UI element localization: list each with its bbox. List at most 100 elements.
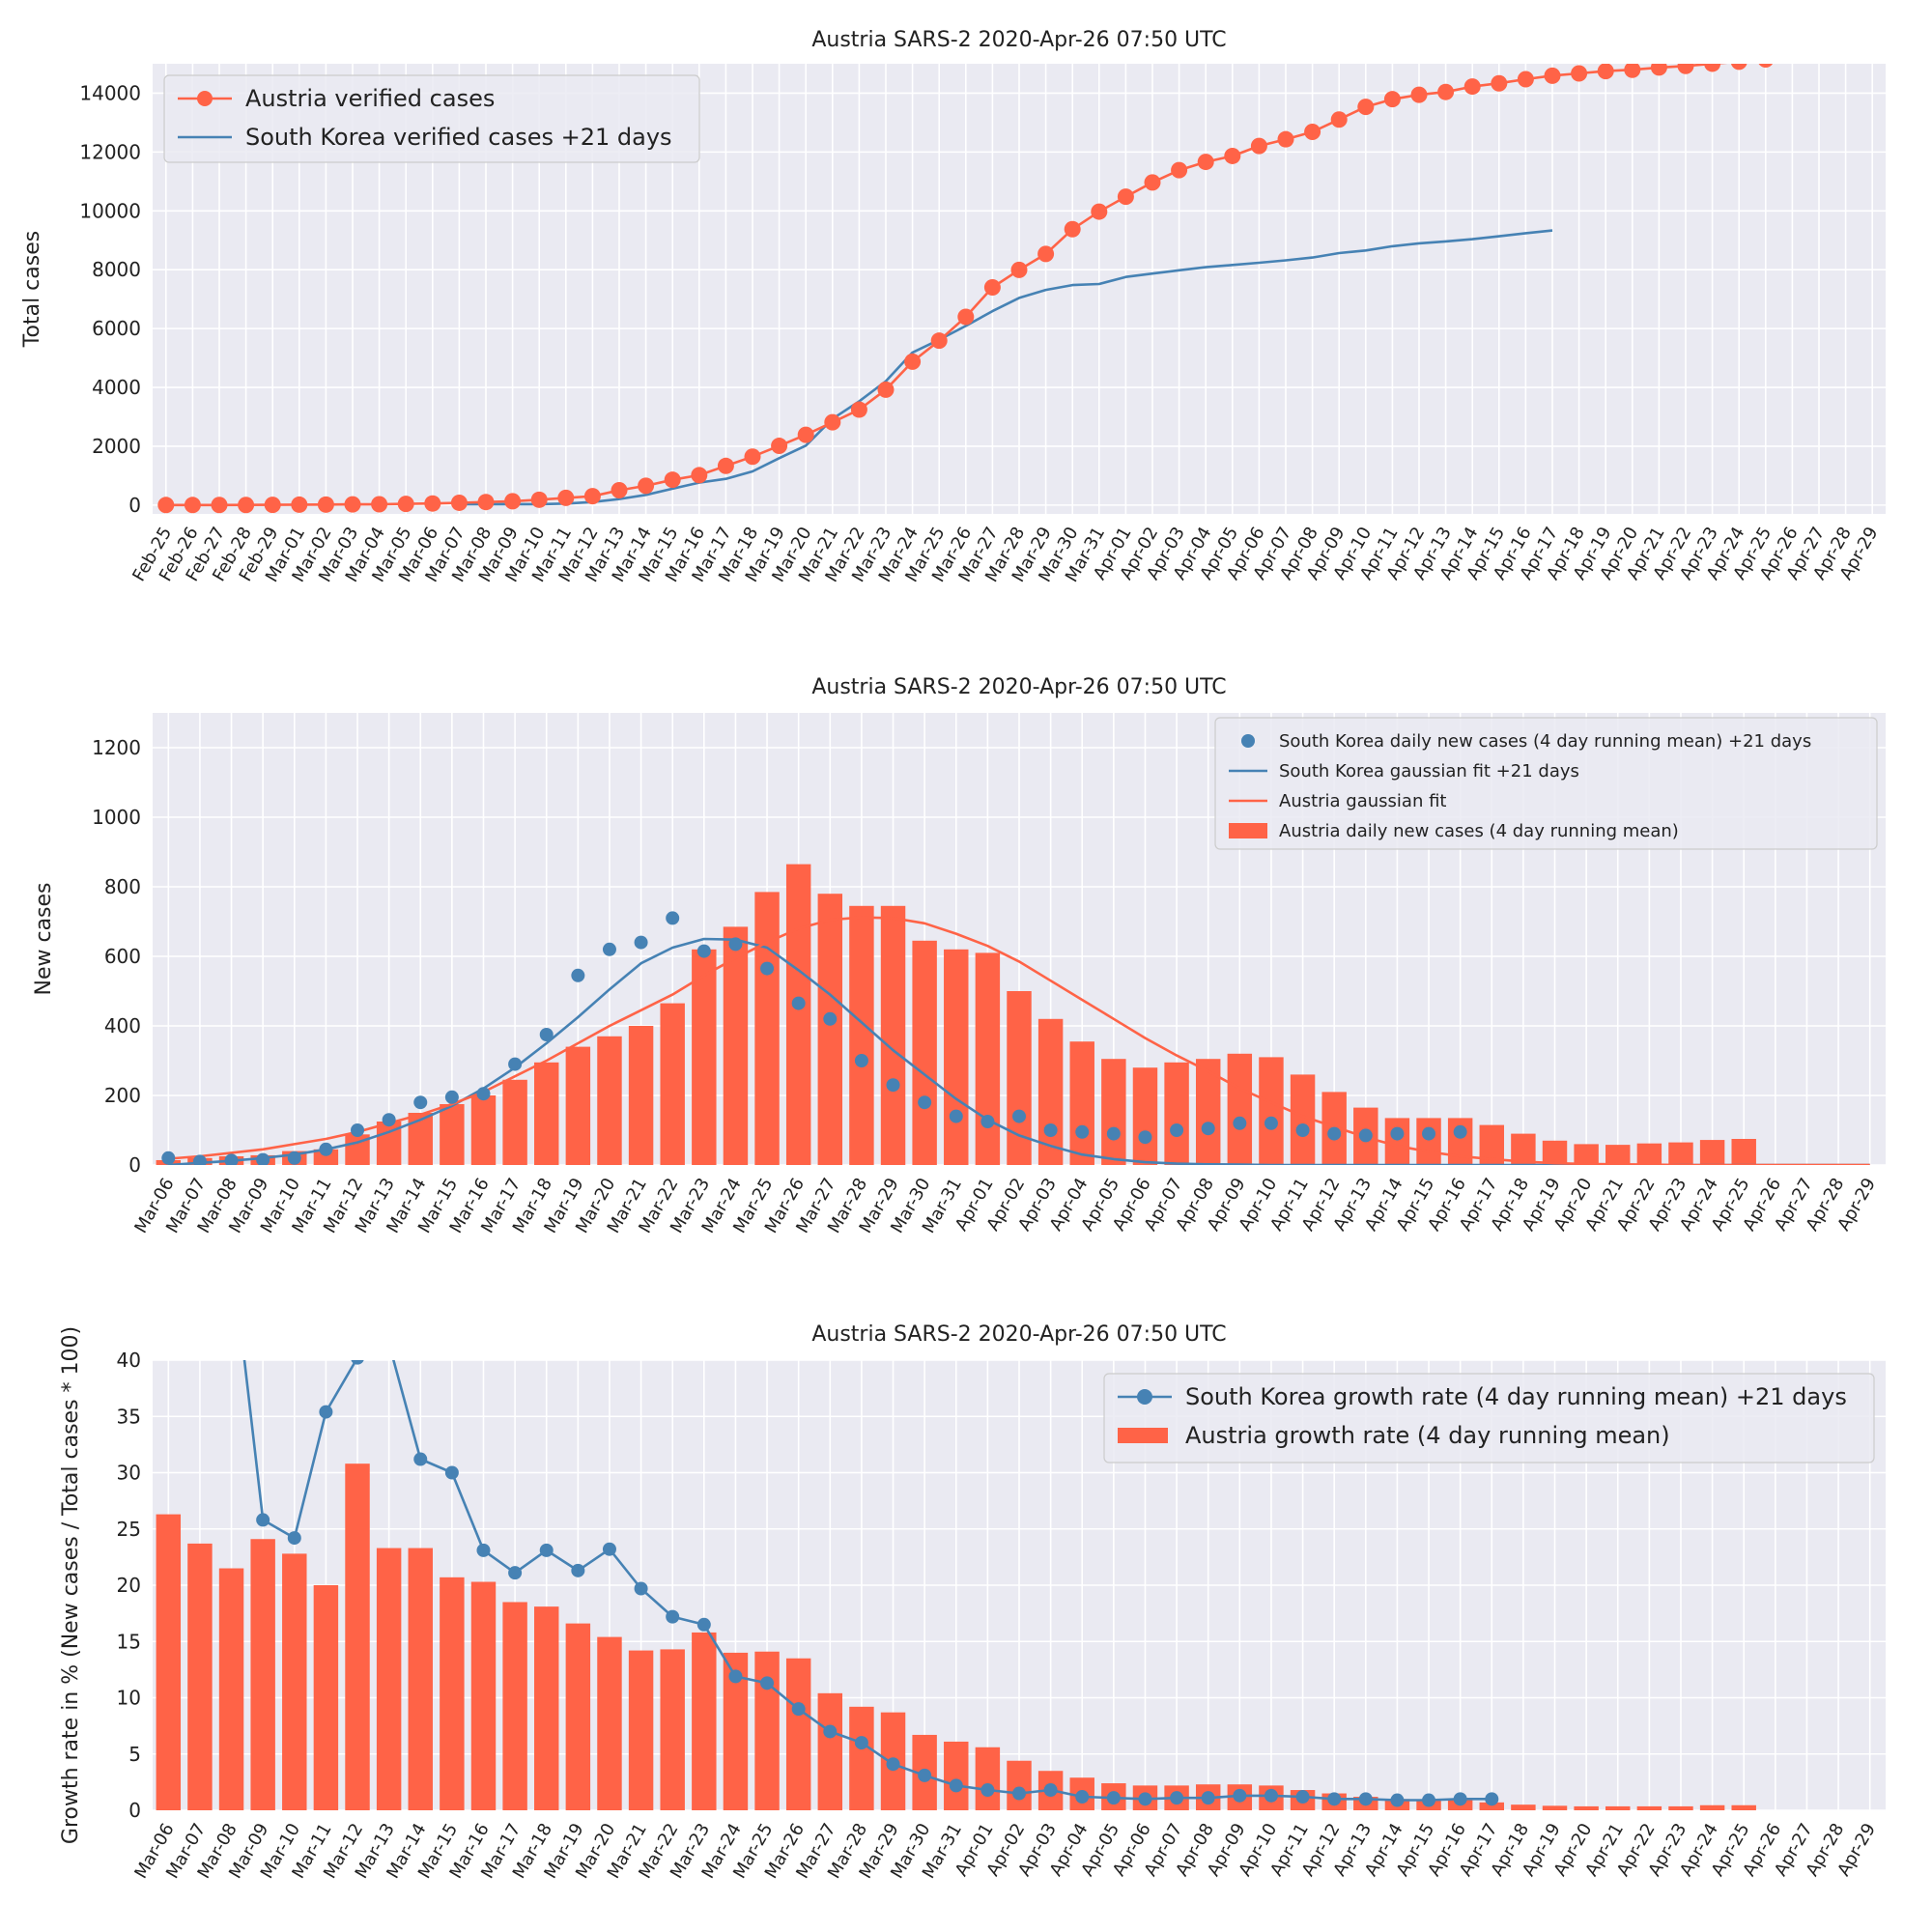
data-point: [949, 1109, 963, 1123]
data-point: [1330, 111, 1348, 128]
data-point: [634, 1581, 648, 1596]
bar: [1605, 1145, 1631, 1165]
data-point: [728, 1669, 743, 1684]
bar: [565, 1623, 591, 1810]
y-tick-label: 400: [104, 1014, 141, 1037]
bar: [975, 952, 1001, 1165]
data-point: [192, 1154, 207, 1165]
y-axis-label: Total cases: [20, 231, 44, 348]
bar: [250, 1539, 275, 1810]
data-point: [1624, 64, 1641, 78]
total-cases-chart: 02000400060008000100001200014000Feb-25Fe…: [20, 28, 1886, 585]
data-point: [1233, 1116, 1247, 1130]
plot-contents: [156, 864, 1870, 1165]
data-point: [1390, 1126, 1405, 1141]
bar: [470, 1581, 497, 1810]
data-point: [791, 996, 806, 1010]
y-tick-label: 35: [117, 1405, 141, 1428]
bar: [1574, 1805, 1599, 1810]
data-point: [256, 1513, 270, 1527]
data-point: [691, 467, 708, 484]
data-point: [666, 1609, 680, 1624]
data-point: [504, 493, 522, 510]
data-point: [1012, 1786, 1026, 1801]
data-point: [291, 496, 308, 513]
bar: [754, 892, 780, 1165]
data-point: [264, 497, 281, 514]
y-tick-label: 8000: [92, 258, 141, 281]
bar: [1731, 1804, 1756, 1810]
bar: [1668, 1805, 1693, 1810]
data-point: [602, 1542, 616, 1556]
data-point: [450, 494, 468, 511]
bar: [1101, 1059, 1126, 1165]
data-point: [1010, 261, 1028, 278]
data-point: [666, 911, 680, 925]
data-point: [444, 1090, 459, 1104]
data-point: [1358, 1128, 1373, 1143]
data-point: [824, 413, 841, 431]
bar: [408, 1548, 433, 1810]
growth-rate-chart: 0510152025303540Mar-06Mar-07Mar-08Mar-09…: [59, 1241, 1886, 1882]
bar: [785, 1658, 811, 1810]
data-point: [1075, 1124, 1090, 1139]
bar: [912, 940, 937, 1165]
bar: [1479, 1802, 1504, 1810]
data-point: [224, 1153, 239, 1165]
data-point: [225, 1241, 239, 1255]
bar: [376, 1548, 402, 1810]
data-point: [980, 1115, 995, 1128]
legend-label: Austria daily new cases (4 day running m…: [1279, 821, 1679, 841]
data-point: [1106, 1791, 1121, 1805]
data-point: [1250, 137, 1267, 155]
bar: [1259, 1057, 1284, 1165]
data-point: [850, 401, 867, 418]
data-point: [319, 1142, 333, 1156]
data-point: [791, 1702, 806, 1717]
data-point: [1117, 188, 1134, 206]
data-point: [211, 497, 228, 514]
bar: [1069, 1041, 1094, 1165]
data-point: [1437, 83, 1455, 100]
data-point: [1295, 1123, 1310, 1137]
data-point: [444, 1465, 459, 1480]
data-point: [571, 1563, 585, 1577]
bar: [1542, 1140, 1568, 1165]
bar: [1699, 1804, 1725, 1810]
legend-swatch: [1118, 1428, 1168, 1443]
bar: [944, 1741, 969, 1810]
bar: [1132, 1067, 1158, 1165]
y-tick-label: 10000: [79, 199, 141, 222]
data-point: [476, 1543, 491, 1557]
bar: [1636, 1143, 1662, 1165]
legend-marker: [197, 91, 213, 106]
data-point: [918, 1768, 932, 1782]
data-point: [1491, 74, 1508, 92]
data-point: [1304, 123, 1321, 140]
data-point: [797, 426, 814, 443]
y-tick-label: 1200: [92, 736, 141, 759]
data-point: [382, 1113, 396, 1127]
data-point: [1012, 1109, 1026, 1123]
y-tick-label: 800: [104, 875, 141, 898]
data-point: [854, 1736, 868, 1750]
y-axis-label: New cases: [32, 882, 56, 995]
y-tick-label: 14000: [79, 81, 141, 104]
bar: [218, 1568, 244, 1810]
data-point: [476, 1087, 491, 1101]
data-point: [1264, 1116, 1278, 1130]
data-point: [344, 496, 361, 513]
data-point: [1422, 1793, 1436, 1807]
data-point: [1357, 99, 1375, 116]
y-axis-label: Growth rate in % (New cases / Total case…: [59, 1326, 83, 1844]
bar: [345, 1463, 370, 1810]
data-point: [161, 1151, 176, 1165]
legend-label: Austria verified cases: [245, 85, 495, 112]
bar: [534, 1062, 559, 1165]
bar: [660, 1649, 685, 1810]
data-point: [557, 489, 575, 506]
data-point: [571, 968, 585, 982]
data-point: [583, 488, 601, 505]
data-point: [1064, 220, 1081, 238]
